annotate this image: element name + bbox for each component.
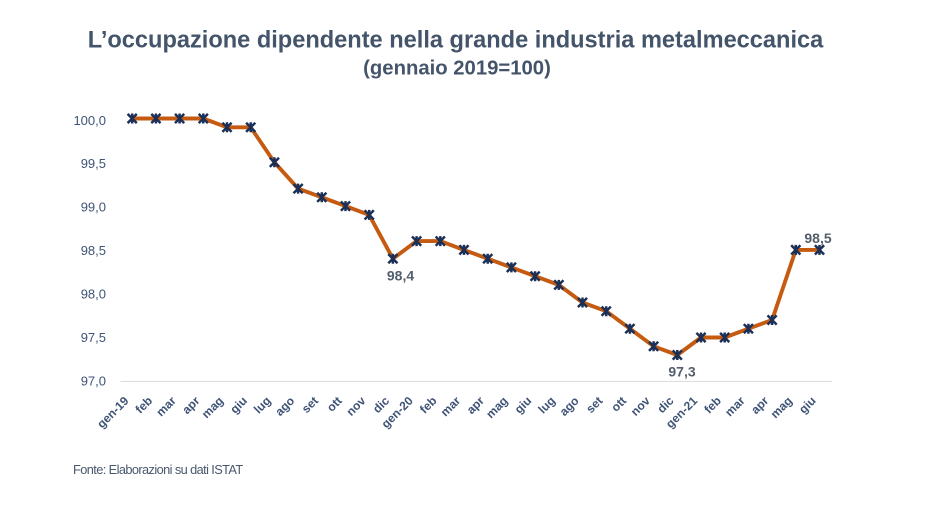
svg-text:(gennaio 2019=100): (gennaio 2019=100)	[363, 58, 551, 80]
svg-text:97,0: 97,0	[81, 374, 106, 389]
svg-text:98,5: 98,5	[81, 243, 106, 258]
svg-text:98,4: 98,4	[387, 268, 414, 284]
svg-text:99,0: 99,0	[81, 200, 106, 215]
svg-text:99,5: 99,5	[81, 156, 106, 171]
svg-text:L’occupazione dipendente nella: L’occupazione dipendente nella grande in…	[88, 28, 824, 54]
svg-text:98,5: 98,5	[804, 230, 831, 246]
svg-text:100,0: 100,0	[73, 113, 106, 128]
svg-text:97,5: 97,5	[81, 330, 106, 345]
svg-text:98,0: 98,0	[81, 287, 106, 302]
svg-text:Fonte: Elaborazioni su dati IS: Fonte: Elaborazioni su dati ISTAT	[73, 462, 243, 477]
svg-text:97,3: 97,3	[668, 364, 695, 380]
